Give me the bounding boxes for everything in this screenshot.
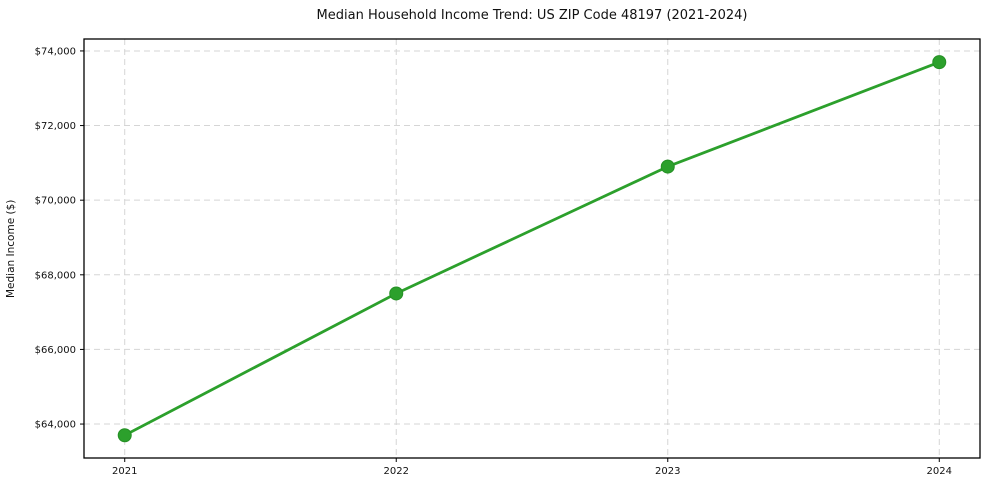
data-point-marker [932,55,947,70]
x-tick-label: 2023 [655,466,680,477]
chart-title: Median Household Income Trend: US ZIP Co… [316,8,748,23]
y-tick-label: $72,000 [35,121,76,132]
x-tick-label: 2022 [384,466,409,477]
trend-line [123,60,941,437]
data-point-marker [660,159,675,174]
y-tick-label: $70,000 [35,196,76,207]
y-tick-label: $74,000 [35,46,76,57]
x-tick-label: 2021 [112,466,137,477]
x-tick-label: 2024 [927,466,952,477]
y-tick-label: $64,000 [35,420,76,431]
y-tick-label: $66,000 [35,345,76,356]
data-point-marker [389,286,404,301]
y-tick-label: $68,000 [35,270,76,281]
data-point-marker [117,428,132,443]
axes-spines [83,38,981,459]
